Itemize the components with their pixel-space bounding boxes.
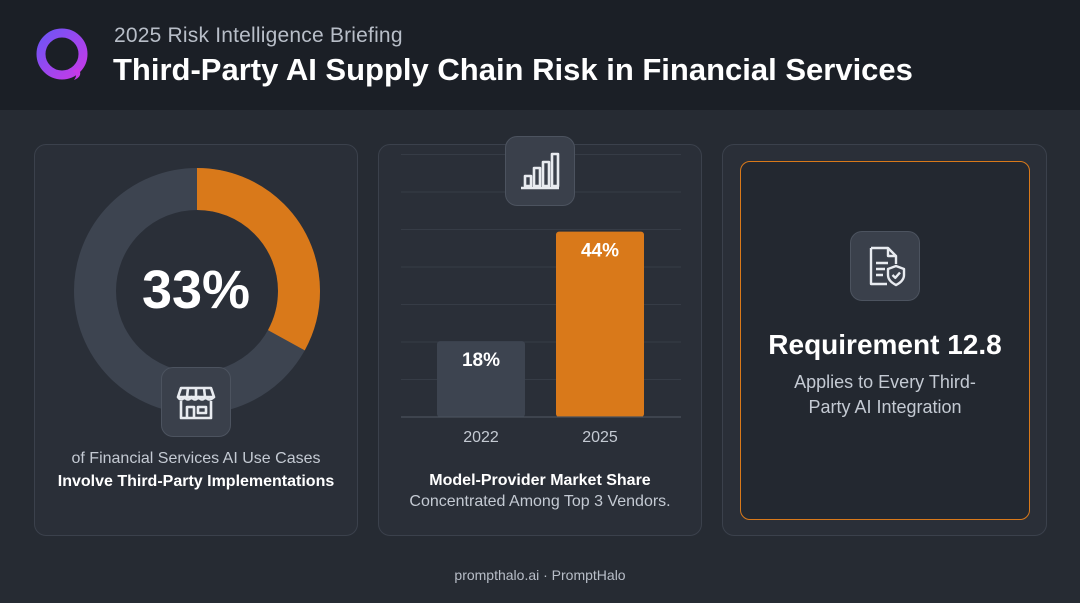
stat-description: of Financial Services AI Use Cases [71,450,321,467]
bar-chart-icon-box [505,136,575,206]
prompthalo-logo [36,28,88,80]
page-title: Third-Party AI Supply Chain Risk in Fina… [113,52,913,87]
footer-credit: prompthalo.ai · PromptHalo [454,567,626,583]
bar-chart-icon [521,152,560,190]
x-tick-label: 2022 [463,429,499,446]
briefing-subtitle: 2025 Risk Intelligence Briefing [114,24,403,47]
stat-emphasis: Involve Third-Party Implementations [57,473,335,490]
bar-chart: 18% 2022 44% 2025 [401,154,681,446]
requirement-card: Requirement 12.8 Applies to Every Third-… [722,144,1047,536]
donut-arc [74,168,320,414]
requirement-title: Requirement 12.8 [768,329,1002,360]
bar-value-label: 44% [581,241,619,262]
chart-card: 18% 2022 44% 2025 Model-Provider Market Sha… [378,136,702,536]
chart-caption-title: Model-Provider Market Share [429,472,651,489]
bar-2022 [437,341,525,417]
bar-value-label: 18% [462,350,500,371]
stat-card: 33% of Financial Services AI Use Cases I… [34,144,358,536]
bar-2025 [556,231,644,417]
document-shield-icon-box [850,231,920,301]
storefront-icon-box [161,367,231,437]
requirement-description: Applies to Every Third-Party AI Integrat… [794,372,976,417]
requirement-highlight: Requirement 12.8 Applies to Every Third-… [740,161,1030,520]
document-shield-icon [869,246,906,287]
header: 2025 Risk Intelligence Briefing Third-Pa… [0,0,1080,110]
stat-percentage: 33% [141,260,251,320]
storefront-icon [176,386,216,420]
x-tick-label: 2025 [582,429,618,446]
chart-caption: Concentrated Among Top 3 Vendors. [409,493,671,510]
